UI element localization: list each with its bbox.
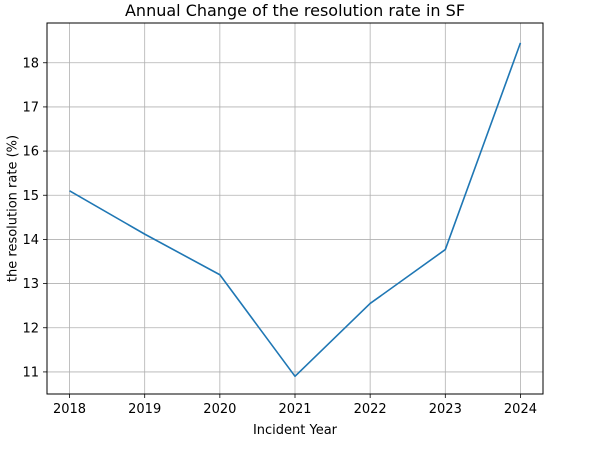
y-axis-label: the resolution rate (%) <box>6 135 21 282</box>
y-tick-label: 17 <box>22 100 39 115</box>
x-tick-label: 2022 <box>354 402 387 417</box>
x-tick-label: 2024 <box>504 402 537 417</box>
y-tick-label: 11 <box>22 365 39 380</box>
y-tick-label: 15 <box>22 189 39 204</box>
grid <box>47 23 543 394</box>
chart-title: Annual Change of the resolution rate in … <box>125 1 465 20</box>
x-tick-label: 2021 <box>278 402 311 417</box>
y-tick-label: 14 <box>22 233 39 248</box>
y-tick-label: 12 <box>22 321 39 336</box>
series-layer <box>69 42 522 378</box>
y-tick-label: 18 <box>22 56 39 71</box>
x-tick-label: 2019 <box>128 402 161 417</box>
x-axis-label: Incident Year <box>253 423 338 438</box>
ticks: 2018 2019 2020 2021 2022 2023 2024 11 12 13 14 15 16… <box>22 56 537 417</box>
x-tick-label: 2018 <box>53 402 86 417</box>
y-tick-label: 16 <box>22 145 39 160</box>
y-tick-label: 13 <box>22 277 39 292</box>
x-tick-label: 2023 <box>429 402 462 417</box>
x-tick-label: 2020 <box>203 402 236 417</box>
